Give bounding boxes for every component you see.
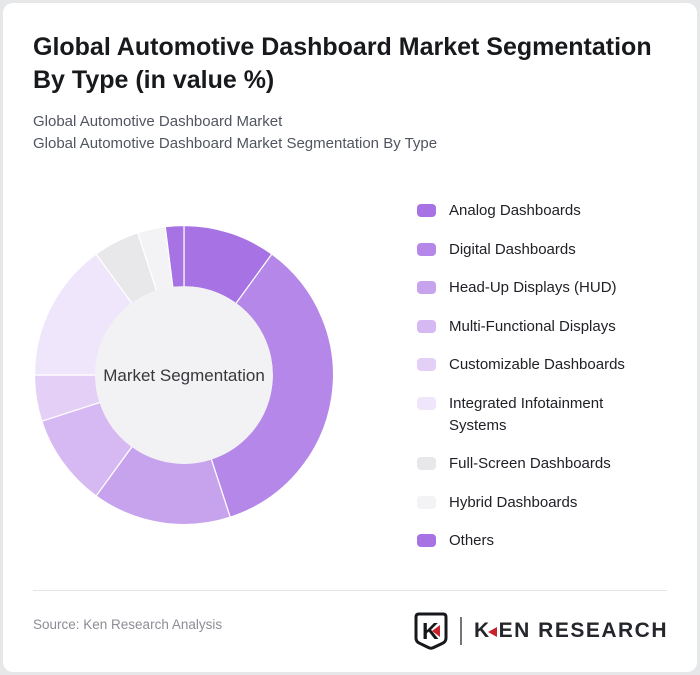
legend-label: Digital Dashboards [449,240,576,258]
legend-label: Analog Dashboards [449,202,581,219]
legend-item-multi-functional-displays[interactable]: Multi-Functional Displays [417,316,677,338]
legend-item-others[interactable]: Others [417,530,677,552]
legend-swatch-icon [417,358,436,371]
legend-item-head-up-displays-hud[interactable]: Head-Up Displays (HUD) [417,277,677,299]
subtitle-line-2: Global Automotive Dashboard Market Segme… [33,135,438,152]
legend-item-customizable-dashboards[interactable]: Customizable Dashboards [417,354,677,376]
source-note: Source: Ken Research Analysis [33,617,223,632]
legend-item-analog-dashboards[interactable]: Analog Dashboards [417,200,677,222]
legend-swatch-icon [417,495,436,509]
donut-chart [34,225,334,525]
legend-swatch-icon [417,457,436,470]
legend-swatch-icon [417,319,436,333]
badge-red-triangle [431,625,440,637]
legend-label: Head-Up Displays (HUD) [449,279,617,296]
logo-divider [459,617,462,645]
ken-research-logo: K K EN RESEARCH [414,609,668,653]
donut-chart-area [34,225,334,525]
chart-legend: Analog Dashboards Digital Dashboards Head-… [417,200,677,552]
legend-label: Integrated Infotainment Systems [449,394,604,434]
chart-card: Global Automotive Dashboard Market Segme… [3,3,697,672]
logo-wordmark: K EN RESEARCH [474,619,668,643]
legend-swatch-icon [417,204,436,217]
wordmark-rest: EN RESEARCH [498,619,668,642]
subtitle-line-1: Global Automotive Dashboard Market [33,113,283,130]
legend-label: Multi-Functional Displays [449,317,616,335]
footer-divider [33,590,667,591]
legend-label: Customizable Dashboards [449,356,625,373]
wordmark-k: K [473,619,491,642]
legend-item-integrated-infotainment-systems[interactable]: Integrated Infotainment Systems [417,393,677,437]
legend-label: Full-Screen Dashboards [449,455,611,472]
legend-swatch-icon [417,396,436,410]
logo-red-triangle-icon [487,626,497,637]
donut-center-label: Market Segmentation [103,366,265,385]
legend-swatch-icon [417,281,436,294]
legend-item-hybrid-dashboards[interactable]: Hybrid Dashboards [417,492,677,514]
legend-swatch-icon [417,534,436,547]
ken-research-badge-icon: K [414,612,448,650]
chart-title: Global Automotive Dashboard Market Segme… [33,33,652,94]
badge-letter: K [422,618,439,644]
legend-label: Others [449,532,495,549]
donut-center-circle [95,286,273,464]
legend-item-full-screen-dashboards[interactable]: Full-Screen Dashboards [417,453,677,475]
legend-swatch-icon [417,242,436,256]
chart-subtitle: Global Automotive Dashboard Market Globa… [33,111,653,155]
legend-item-digital-dashboards[interactable]: Digital Dashboards [417,239,677,261]
legend-label: Hybrid Dashboards [449,493,578,511]
